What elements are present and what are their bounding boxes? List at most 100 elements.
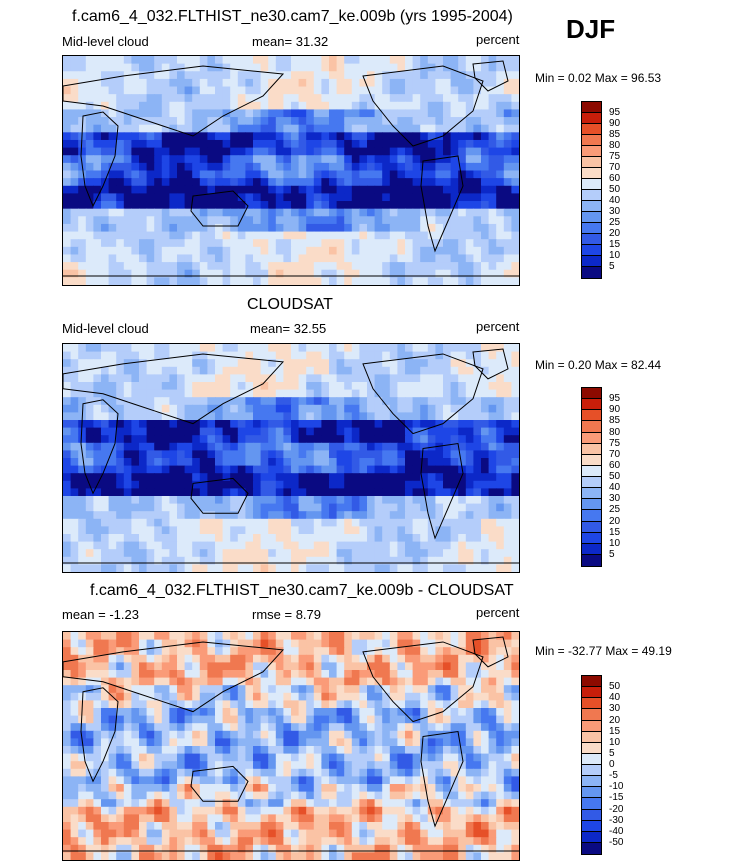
field-cell <box>291 458 300 467</box>
field-cell <box>161 201 170 210</box>
field-cell <box>85 458 94 467</box>
field-cell <box>230 715 239 724</box>
field-cell <box>382 254 391 263</box>
season-label: DJF <box>566 14 616 44</box>
field-cell <box>298 366 307 375</box>
field-cell <box>78 442 87 451</box>
field-cell <box>207 277 216 285</box>
field-cell <box>146 473 155 482</box>
field-cell <box>306 654 315 663</box>
field-cell <box>458 541 467 550</box>
field-cell <box>192 427 201 436</box>
field-cell <box>268 351 277 360</box>
field-cell <box>237 791 246 800</box>
field-cell <box>184 753 193 762</box>
field-cell <box>139 541 148 550</box>
field-cell <box>389 738 398 747</box>
field-cell <box>389 458 398 467</box>
field-cell <box>215 78 224 88</box>
field-cell <box>473 254 482 263</box>
field-cell <box>123 526 132 535</box>
field-cell <box>260 216 269 225</box>
field-cell <box>245 715 254 724</box>
field-cell <box>230 139 239 149</box>
field-cell <box>405 71 414 80</box>
field-cell <box>108 753 117 762</box>
field-cell <box>253 162 262 172</box>
field-cell <box>306 185 315 194</box>
field-cell <box>116 71 125 80</box>
field-cell <box>465 715 474 724</box>
field-cell <box>237 784 246 793</box>
field-cell <box>374 246 383 256</box>
field-cell <box>70 117 79 126</box>
field-cell <box>161 216 170 225</box>
field-cell <box>93 374 102 383</box>
field-cell <box>313 784 322 793</box>
field-cell <box>268 223 277 233</box>
field-cell <box>503 496 512 505</box>
field-cell <box>85 374 94 383</box>
field-cell <box>101 776 110 785</box>
field-cell <box>260 435 269 444</box>
field-cell <box>253 239 262 248</box>
field-cell <box>450 239 459 248</box>
field-cell <box>161 473 170 482</box>
field-cell <box>93 556 102 565</box>
field-cell <box>78 178 87 187</box>
field-cell <box>78 784 87 793</box>
field-cell <box>374 511 383 520</box>
field-cell <box>481 71 490 80</box>
field-cell <box>85 662 94 671</box>
field-cell <box>306 351 315 360</box>
field-cell <box>420 427 429 436</box>
field-cell <box>435 488 444 497</box>
field-cell <box>367 109 376 118</box>
field-cell <box>230 178 239 187</box>
field-cell <box>192 397 201 406</box>
field-cell <box>116 117 125 126</box>
field-cell <box>222 139 231 149</box>
field-cell <box>397 86 406 95</box>
field-cell <box>329 170 338 179</box>
field-cell <box>344 246 353 256</box>
field-cell <box>298 647 307 656</box>
field-cell <box>291 63 300 72</box>
field-cell <box>146 450 155 459</box>
field-cell <box>298 420 307 429</box>
field-cell <box>177 791 186 800</box>
field-cell <box>488 496 497 505</box>
field-cell <box>78 791 87 800</box>
field-cell <box>306 427 315 436</box>
field-cell <box>496 139 505 149</box>
field-cell <box>275 374 284 383</box>
field-cell <box>443 776 452 785</box>
field-cell <box>382 56 391 65</box>
field-cell <box>313 366 322 375</box>
field-cell <box>435 132 444 141</box>
field-cell <box>177 109 186 118</box>
field-cell <box>192 564 201 572</box>
field-cell <box>131 458 140 467</box>
field-cell <box>412 776 421 785</box>
field-cell <box>123 208 132 217</box>
field-cell <box>78 647 87 656</box>
field-cell <box>230 784 239 793</box>
field-cell <box>359 791 368 800</box>
field-cell <box>215 496 224 505</box>
field-cell <box>237 359 246 368</box>
field-cell <box>511 480 519 489</box>
field-cell <box>481 101 490 111</box>
field-cell <box>465 231 474 240</box>
field-cell <box>503 223 512 233</box>
field-cell <box>154 389 163 398</box>
field-cell <box>116 556 125 565</box>
field-cell <box>146 412 155 421</box>
field-cell <box>511 427 519 436</box>
field-cell <box>473 518 482 527</box>
field-cell <box>291 776 300 785</box>
field-cell <box>503 389 512 398</box>
field-cell <box>420 753 429 762</box>
field-cell <box>306 564 315 572</box>
field-cell <box>70 776 79 785</box>
